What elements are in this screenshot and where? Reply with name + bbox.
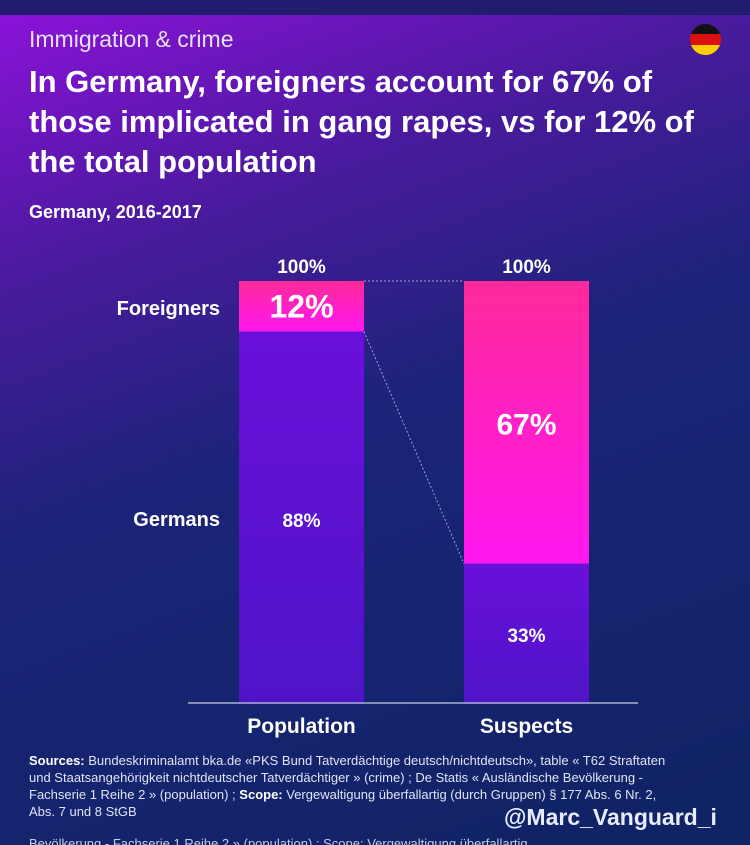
scope-label: Scope: bbox=[239, 787, 283, 802]
germany-flag-icon bbox=[690, 24, 721, 55]
data-label-foreigners: 67% bbox=[496, 408, 556, 441]
category-label: Suspects bbox=[480, 715, 573, 738]
bar-foreigners-suspects bbox=[464, 281, 589, 564]
category-label: Population bbox=[247, 715, 356, 738]
sources-text: Bundeskriminalamt bka.de «PKS Bund Tatve… bbox=[29, 753, 666, 802]
data-label-foreigners: 12% bbox=[269, 288, 333, 324]
total-label: 100% bbox=[277, 257, 326, 278]
author-handle: @Marc_Vanguard_i bbox=[504, 804, 717, 830]
bar-germans-suspects bbox=[464, 563, 589, 703]
scope-text: Vergewaltigung überfallartig (durch Grup… bbox=[29, 787, 657, 819]
bar-germans-population bbox=[239, 331, 364, 703]
subtitle: Germany, 2016-2017 bbox=[29, 202, 202, 222]
legend-label-germans: Germans bbox=[133, 509, 220, 531]
data-label-germans: 33% bbox=[507, 626, 545, 647]
bar-foreigners-population bbox=[239, 281, 364, 332]
ghost-text: Bevölkerung - Fachserie 1 Reihe 2 » (pop… bbox=[29, 836, 528, 845]
connector-line-split bbox=[363, 331, 465, 564]
legend-label-foreigners: Foreigners bbox=[117, 298, 220, 320]
data-label-germans: 88% bbox=[282, 511, 320, 532]
top-strip bbox=[0, 0, 750, 15]
sources-label: Sources: bbox=[29, 753, 85, 768]
kicker: Immigration & crime bbox=[29, 26, 234, 52]
total-label: 100% bbox=[502, 257, 551, 278]
page-title: In Germany, foreigners account for 67% o… bbox=[29, 64, 694, 179]
sources-note: Sources: Bundeskriminalamt bka.de «PKS B… bbox=[29, 752, 669, 820]
